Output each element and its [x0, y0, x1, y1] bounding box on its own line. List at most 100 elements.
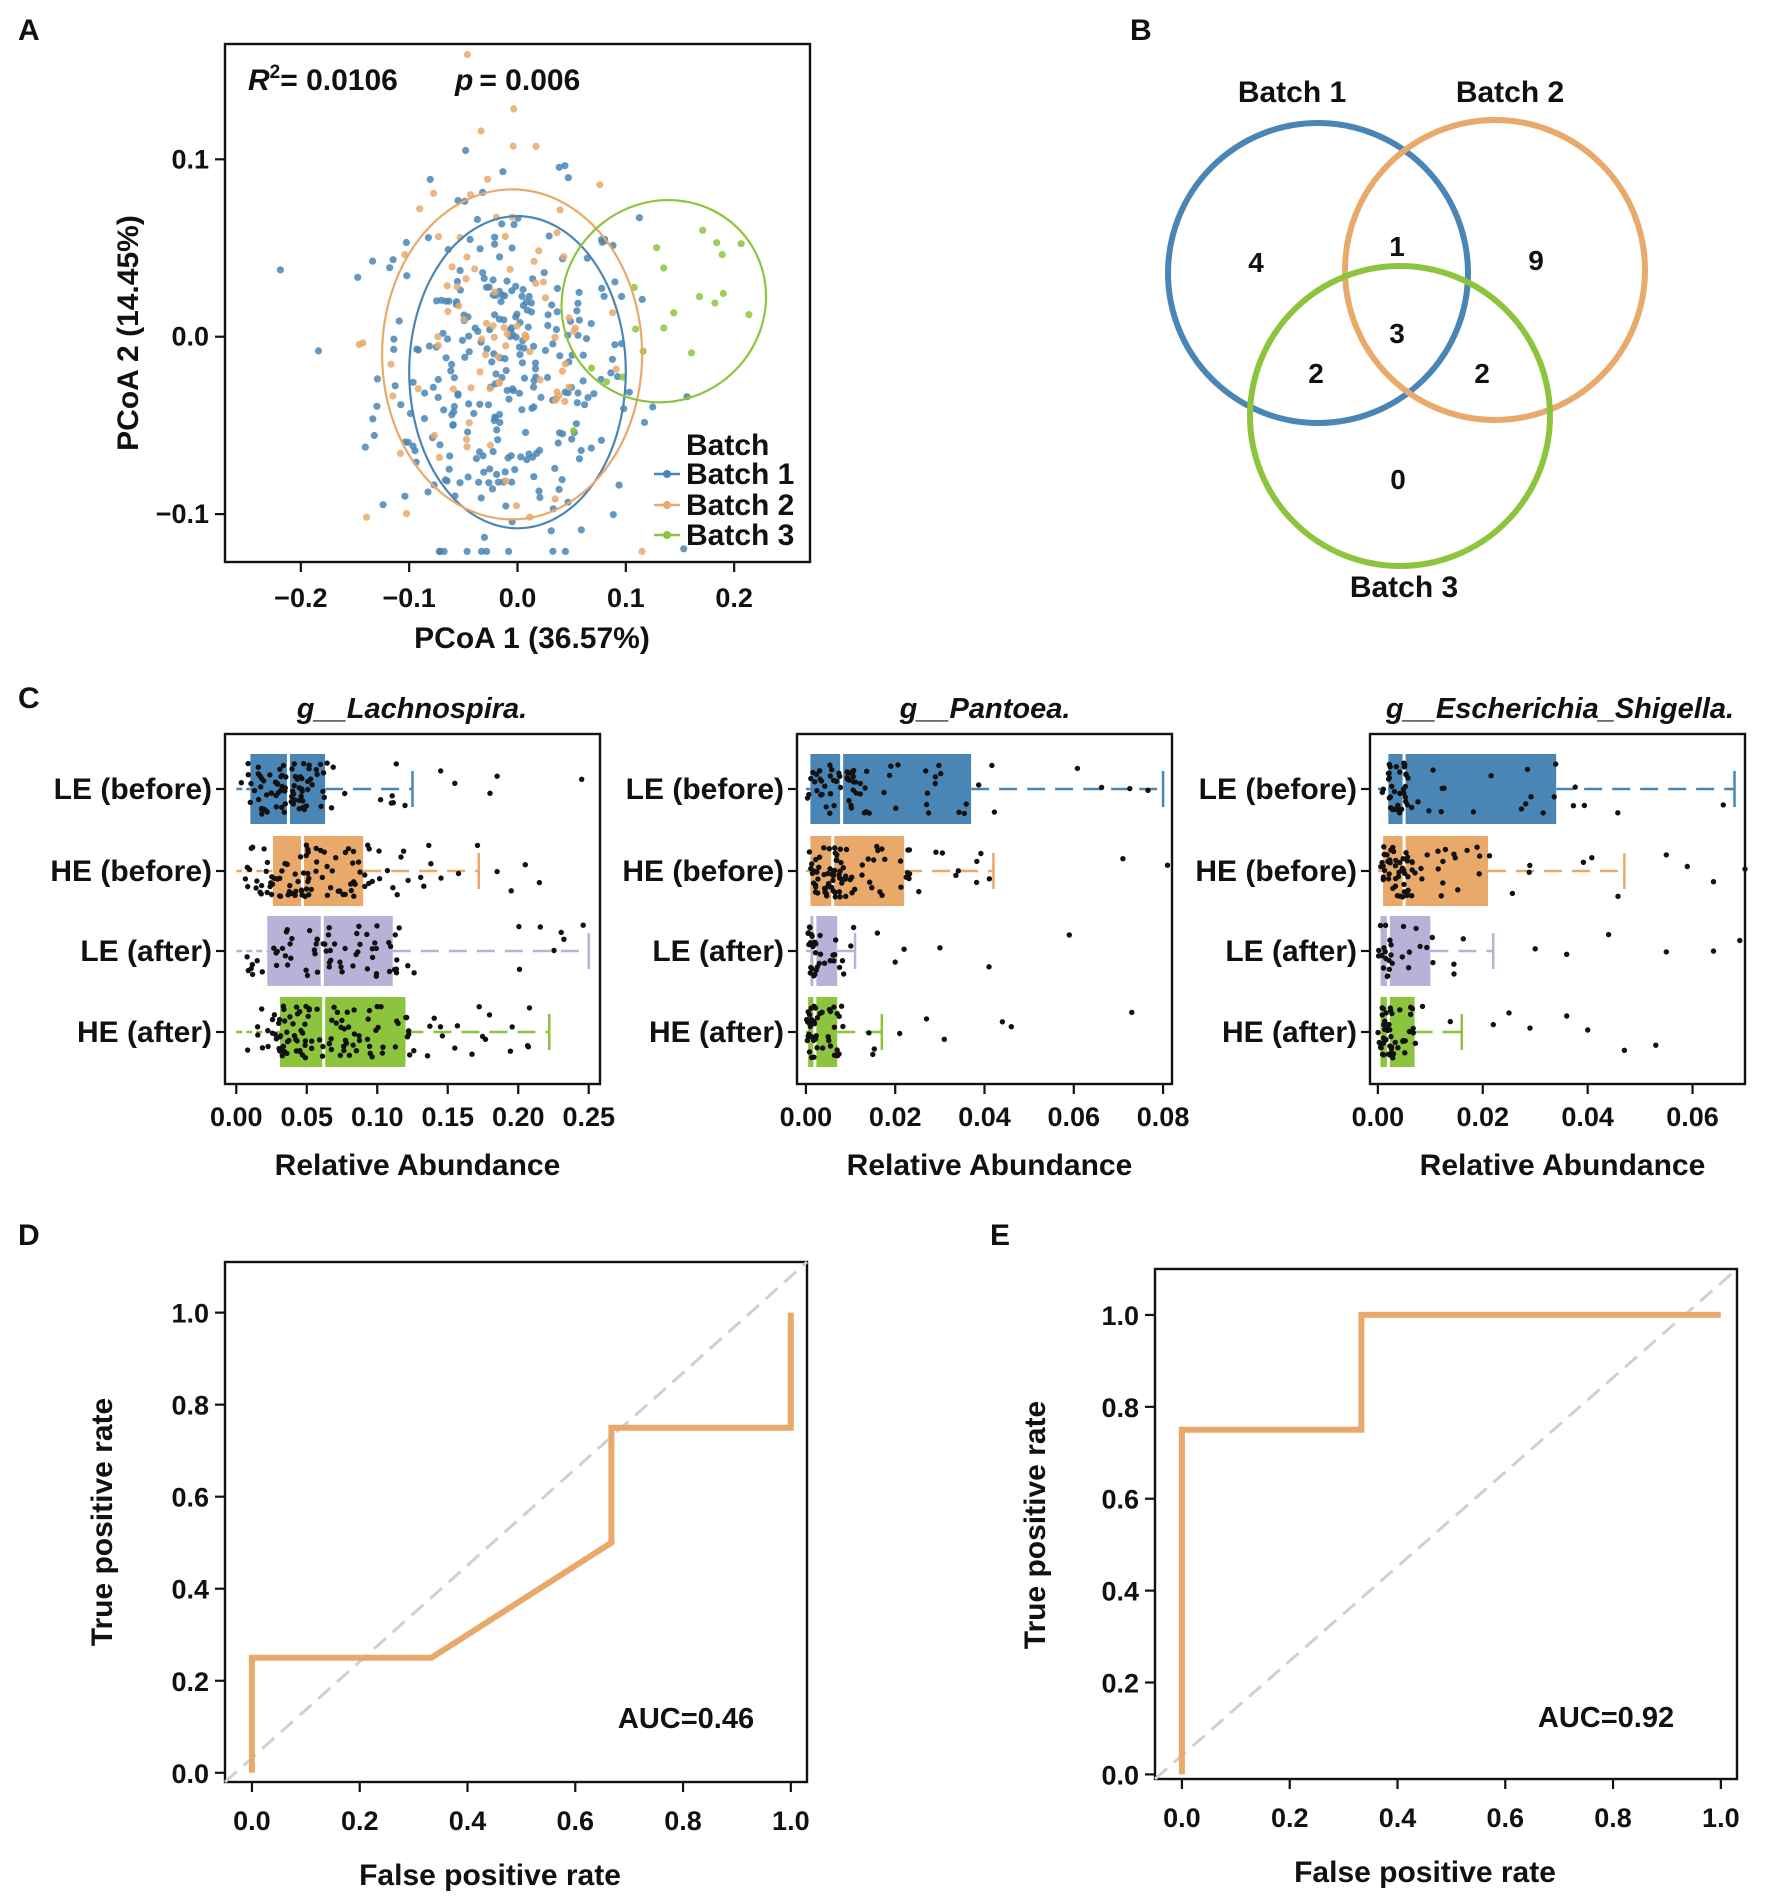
pcoa-point-2: [467, 384, 475, 392]
pcoa-ellipses: [380, 188, 768, 530]
pcoa-point-1: [488, 485, 497, 493]
roc-xtick-label: 0.6: [557, 1806, 595, 1836]
box-point: [302, 1021, 308, 1027]
pcoa-point-1: [555, 429, 564, 437]
box-point: [814, 788, 820, 794]
pcoa-point-1: [453, 277, 461, 286]
box-point: [320, 788, 326, 795]
box-point: [339, 1017, 345, 1024]
box-point: [844, 774, 850, 780]
venn-count-b123: 3: [1389, 318, 1405, 349]
box-point: [840, 865, 846, 871]
box-point: [1404, 854, 1411, 860]
pcoa-point-3: [687, 349, 696, 357]
pcoa-point-1: [465, 332, 473, 340]
box-point: [812, 950, 819, 956]
box-point: [314, 936, 320, 942]
pcoa-point-1: [420, 415, 429, 423]
pcoa-point-2: [535, 247, 543, 255]
box-point: [452, 1045, 458, 1051]
box-point: [287, 882, 293, 889]
box-point: [454, 1023, 461, 1029]
pcoa-point-1: [582, 335, 591, 343]
box-point: [1380, 1052, 1387, 1058]
box-point: [1384, 973, 1391, 980]
pcoa-point-1: [505, 547, 513, 556]
box-point: [809, 1054, 815, 1061]
pcoa-point-1: [475, 478, 483, 486]
box-point: [881, 789, 887, 796]
box-point: [882, 856, 888, 862]
pcoa-point-1: [536, 493, 544, 502]
pcoa-point-2: [396, 449, 405, 457]
box-point: [309, 1038, 315, 1044]
roc-curve: [1178, 1311, 1721, 1775]
roc-ytick-label: 0.4: [1101, 1577, 1139, 1607]
box-point: [1439, 785, 1445, 792]
box-point: [874, 843, 880, 850]
box-point: [284, 1029, 290, 1035]
pcoa-point-2: [509, 142, 517, 150]
pcoa-point-1: [515, 343, 524, 351]
box-outlier: [579, 776, 585, 782]
box-point: [848, 805, 855, 811]
box-point: [827, 866, 833, 872]
pcoa-point-1: [448, 360, 456, 368]
box-point: [318, 803, 324, 810]
box-point: [405, 963, 411, 969]
box-point: [1438, 809, 1444, 815]
box-point: [298, 1027, 304, 1034]
roc-xtick-label: 1.0: [772, 1806, 810, 1836]
box-point: [343, 1040, 350, 1046]
box-point: [1398, 806, 1405, 812]
box-point: [357, 869, 363, 875]
pcoa-point-1: [625, 388, 633, 396]
box-point: [257, 773, 263, 779]
box-point: [1377, 922, 1384, 929]
pcoa-point-2: [462, 275, 470, 283]
pcoa-point-1: [564, 389, 572, 397]
box-point: [1440, 858, 1446, 865]
box-point: [832, 845, 838, 851]
box-point: [303, 967, 309, 973]
pcoa-point-1: [535, 487, 543, 495]
box-point: [280, 1003, 287, 1009]
box-point: [269, 1016, 276, 1023]
box-point: [313, 845, 319, 852]
pcoa-point-2: [471, 265, 479, 273]
box-point: [245, 760, 251, 767]
pcoa-point-1: [414, 346, 422, 354]
pcoa-point-1: [425, 342, 433, 350]
box-point: [939, 850, 946, 856]
box-point: [305, 870, 311, 877]
box-point: [428, 861, 434, 867]
box-point: [1526, 869, 1532, 875]
box-point: [334, 1009, 341, 1015]
pcoa-point-1: [464, 428, 472, 436]
panel-c-boxplots: g__Lachnospira. LE (before) HE (before) LE …: [50, 693, 1748, 1182]
box-point: [455, 870, 462, 877]
box-point: [426, 842, 432, 849]
pcoa-point-1: [525, 292, 533, 301]
pcoa-point-1: [450, 402, 458, 411]
box-point: [386, 968, 393, 975]
boxplot-C1: g__Lachnospira. LE (before) HE (before) LE …: [50, 693, 615, 1182]
box-point: [411, 1048, 417, 1054]
box-point: [280, 1043, 287, 1050]
box-point: [847, 876, 853, 883]
box-point: [1540, 810, 1546, 816]
pcoa-point-2: [561, 397, 569, 405]
pcoa-point-1: [456, 479, 464, 487]
box-point: [1388, 1033, 1394, 1040]
box-point: [1392, 863, 1399, 869]
box-point: [1402, 1050, 1408, 1056]
box-point: [265, 1027, 271, 1034]
box-point: [341, 1026, 347, 1032]
pcoa-point-1: [508, 385, 517, 393]
pcoa-point-2: [539, 278, 548, 286]
pcoa-point-1: [466, 235, 474, 243]
pcoa-point-1: [361, 443, 369, 451]
box-point: [836, 770, 842, 776]
box-point: [1401, 889, 1408, 895]
pcoa-point-1: [389, 256, 397, 264]
